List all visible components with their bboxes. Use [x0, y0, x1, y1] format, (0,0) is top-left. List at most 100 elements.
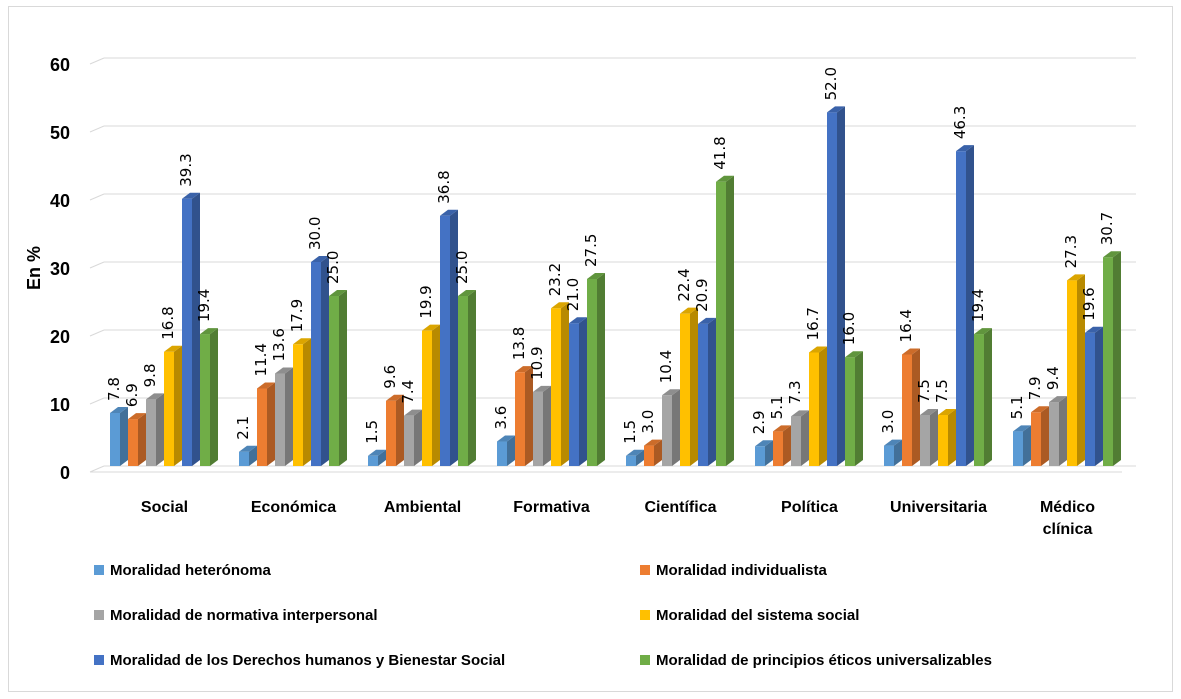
bar — [827, 106, 845, 467]
bar — [626, 449, 644, 466]
bar-front — [1067, 280, 1077, 466]
bar-top — [809, 346, 827, 353]
bar — [662, 389, 680, 466]
bar-top — [110, 406, 128, 413]
bar — [587, 273, 605, 466]
bar — [974, 328, 992, 466]
data-label: 19.4 — [969, 289, 987, 322]
bar — [533, 385, 551, 466]
bar — [311, 256, 329, 466]
bar-top — [386, 394, 404, 401]
bar — [884, 439, 902, 466]
data-label: 16.7 — [804, 307, 822, 340]
data-label: 39.3 — [177, 153, 195, 186]
x-tick-label: Económica — [251, 499, 336, 516]
bar-front — [440, 215, 450, 466]
data-label: 23.2 — [546, 263, 564, 296]
bar — [458, 290, 476, 466]
bar — [773, 425, 791, 466]
data-label: 3.0 — [879, 410, 897, 434]
data-label: 19.6 — [1080, 287, 1098, 320]
bar-front — [1085, 332, 1095, 466]
bar-front — [311, 262, 321, 466]
bar — [275, 367, 293, 466]
data-label: 7.5 — [933, 379, 951, 403]
bar-side — [285, 367, 293, 466]
bar-front — [809, 352, 819, 466]
bar-front — [974, 334, 984, 466]
bar-top — [1049, 396, 1067, 403]
bar-front — [791, 416, 801, 466]
gridline-depth — [89, 329, 105, 337]
x-tick-label: Política — [781, 499, 838, 516]
bar-side — [1059, 396, 1067, 466]
bar-front — [293, 344, 303, 466]
gridline-depth — [89, 193, 105, 201]
bar-front — [275, 373, 285, 466]
bar-side — [819, 346, 827, 466]
data-label: 46.3 — [951, 106, 969, 139]
bar-front — [902, 354, 912, 466]
data-label: 36.8 — [435, 170, 453, 203]
data-label: 3.0 — [639, 410, 657, 434]
legend-label: Moralidad individualista — [656, 562, 828, 579]
bar-front — [1049, 402, 1059, 466]
bar — [1067, 274, 1085, 466]
bar-side — [855, 351, 863, 466]
data-label: 16.0 — [840, 312, 858, 345]
gridline-depth — [89, 465, 105, 473]
bar-side — [726, 175, 734, 466]
data-label: 7.3 — [786, 381, 804, 405]
bar-side — [837, 106, 845, 467]
data-label: 30.7 — [1098, 212, 1116, 245]
bar — [146, 393, 164, 466]
legend-item: Moralidad de normativa interpersonal — [94, 607, 378, 624]
bar-side — [912, 348, 920, 466]
data-label: 2.9 — [750, 410, 768, 434]
bar-front — [533, 391, 543, 466]
bar-side — [120, 406, 128, 466]
bar-front — [956, 151, 966, 466]
bar-side — [1077, 274, 1085, 466]
bar-side — [930, 409, 938, 466]
bar-front — [827, 112, 837, 467]
bar-side — [543, 385, 551, 466]
bar — [440, 209, 458, 466]
legend-item: Moralidad del sistema social — [640, 607, 859, 624]
bar — [902, 348, 920, 466]
data-label: 25.0 — [453, 251, 471, 284]
bar-top — [1103, 251, 1121, 258]
bar-side — [267, 382, 275, 466]
data-label: 10.4 — [657, 350, 675, 383]
bar-side — [1023, 425, 1031, 466]
gridline-depth — [89, 125, 105, 133]
data-label: 19.9 — [417, 285, 435, 318]
bar — [515, 366, 533, 466]
bar-front — [128, 419, 138, 466]
x-tick-label: Médico — [1040, 499, 1095, 516]
bar-top — [1085, 326, 1103, 333]
data-label: 1.5 — [363, 420, 381, 444]
data-label: 6.9 — [123, 383, 141, 407]
bar-front — [182, 198, 192, 466]
legend-swatch — [640, 655, 650, 665]
bar-top — [662, 389, 680, 396]
bar-side — [690, 307, 698, 466]
bar-side — [249, 445, 257, 466]
bar — [716, 175, 734, 466]
bar-top — [128, 413, 146, 420]
bar-top — [515, 366, 533, 373]
data-label: 7.9 — [1026, 376, 1044, 400]
bar — [551, 302, 569, 466]
bar-front — [329, 296, 339, 466]
bar-top — [587, 273, 605, 279]
data-label: 13.8 — [510, 327, 528, 360]
bar-side — [192, 192, 200, 466]
legend-item: Moralidad heterónoma — [94, 562, 272, 579]
bar-top — [716, 175, 734, 182]
y-tick-label: 40 — [50, 191, 70, 211]
bar — [182, 192, 200, 466]
bar-front — [662, 395, 672, 466]
data-label: 5.1 — [1008, 395, 1026, 419]
data-label: 19.4 — [195, 289, 213, 322]
